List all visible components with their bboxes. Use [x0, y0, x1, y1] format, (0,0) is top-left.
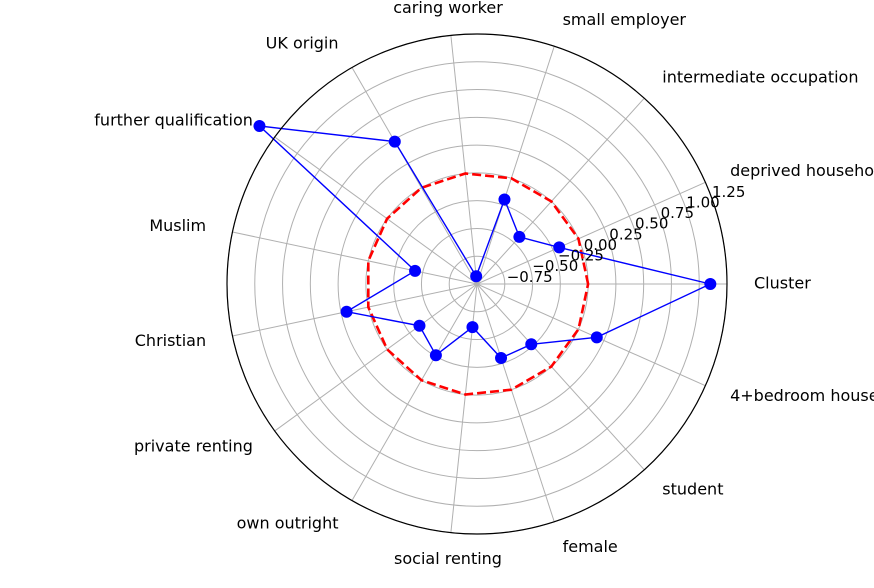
data-point-11: [466, 321, 479, 334]
grid-spoke-1: [476, 181, 706, 285]
category-label-11: social renting: [394, 549, 502, 568]
category-label-5: UK origin: [266, 34, 339, 53]
radial-tick-label-5: 0.50: [635, 215, 668, 233]
grid-spoke-13: [476, 283, 645, 471]
radial-tick-label-1: −0.50: [532, 257, 578, 275]
category-label-9: private renting: [134, 436, 253, 455]
data-point-1: [553, 241, 566, 254]
grid-spoke-5: [351, 67, 478, 285]
data-point-12: [495, 351, 508, 364]
polar-frame: [226, 33, 728, 535]
category-labels: Cluster deprived household intermediate oc…: [94, 0, 874, 568]
data-point-4: [470, 270, 483, 283]
data-point-0: [704, 278, 717, 290]
category-label-7: Muslim: [149, 216, 206, 235]
radial-tick-label-6: 0.75: [661, 204, 694, 222]
data-point-7: [409, 264, 422, 277]
data-point-8: [340, 305, 353, 318]
category-label-13: student: [662, 479, 723, 498]
category-label-6: further qualification: [94, 111, 253, 130]
radial-tick-label-0: −0.75: [507, 268, 553, 286]
grid-spoke-9: [274, 283, 478, 432]
data-point-10: [429, 349, 442, 362]
grid-spoke-8: [232, 283, 478, 337]
radial-tick-label-8: 1.25: [712, 183, 745, 201]
category-label-10: own outright: [237, 513, 339, 532]
grid-spoke-12: [476, 283, 555, 522]
grid-spoke-3: [476, 46, 555, 285]
category-label-0: Cluster: [754, 274, 811, 293]
grid-spoke-6: [274, 136, 478, 285]
grid-spoke-2: [476, 97, 645, 285]
category-label-3: small employer: [563, 10, 687, 29]
data-point-13: [525, 338, 538, 351]
grid-spoke-7: [232, 231, 478, 285]
grid-spoke-10: [351, 283, 478, 501]
series-line-1: [366, 172, 590, 396]
data-point-2: [513, 230, 526, 243]
data-point-6: [253, 119, 266, 132]
radial-tick-label-2: −0.25: [558, 247, 604, 265]
radial-tick-labels: −0.75−0.50−0.250.000.250.500.751.001.25: [507, 183, 746, 286]
angular-grid: [232, 35, 727, 533]
data-point-5: [388, 135, 401, 148]
category-label-8: Christian: [135, 331, 206, 350]
data-point-14: [590, 331, 603, 344]
category-label-2: intermediate occupation: [662, 68, 858, 87]
grid-spoke-14: [476, 283, 706, 387]
category-label-12: female: [563, 537, 618, 556]
zero-reference-series: [366, 172, 590, 396]
category-label-4: caring worker: [393, 0, 503, 17]
series-line-0: [257, 125, 713, 359]
category-label-14: 4+bedroom house: [730, 386, 874, 405]
data-point-9: [413, 319, 426, 332]
radial-tick-label-3: 0.00: [584, 236, 617, 254]
category-label-1: deprived household: [730, 161, 874, 180]
radial-tick-label-4: 0.25: [609, 225, 642, 243]
data-series: [253, 119, 717, 364]
grid-spoke-4: [450, 35, 478, 285]
data-point-3: [498, 193, 511, 206]
